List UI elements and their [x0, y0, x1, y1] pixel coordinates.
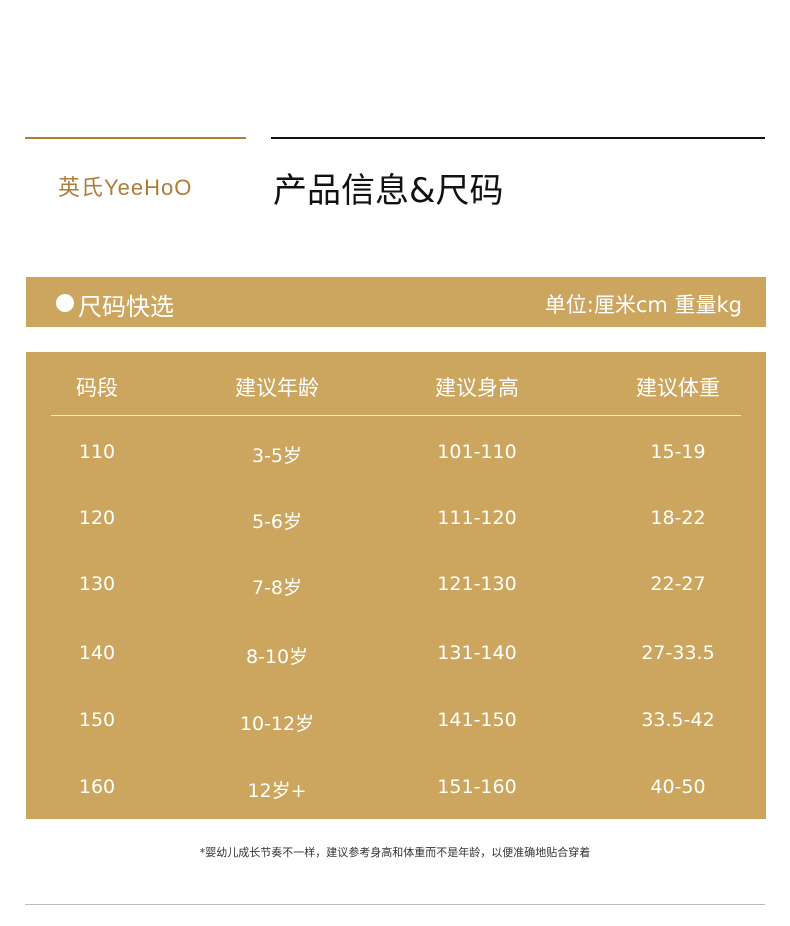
bullet-icon [56, 294, 74, 312]
column-header: 建议年龄 [235, 376, 319, 400]
column-header: 码段 [76, 376, 118, 400]
column-header: 建议体重 [636, 376, 720, 400]
table-cell: 15-19 [650, 441, 706, 463]
table-cell: 151-160 [437, 776, 517, 798]
divider-left [25, 137, 246, 139]
table-cell: 141-150 [437, 709, 517, 731]
table-cell: 110 [78, 441, 116, 463]
divider-right [271, 137, 765, 139]
brand-logo: 英氏YeeHoO [58, 175, 193, 200]
table-cell: 101-110 [437, 441, 517, 463]
footnote: *婴幼儿成长节奏不一样，建议参考身高和体重而不是年龄，以便准确地贴合穿着 [199, 846, 591, 859]
table-cell: 160 [78, 776, 116, 798]
table-cell: 121-130 [437, 573, 517, 595]
table-cell: 150 [78, 709, 116, 731]
table-cell: 27-33.5 [641, 642, 715, 664]
table-cell: 130 [78, 573, 116, 595]
size-table: 码段 建议年龄 建议身高 建议体重 110 3-5岁 101-110 15-19 120… [26, 352, 766, 819]
table-cell: 8-10岁 [245, 646, 309, 668]
section-label: 尺码快选 [78, 293, 174, 321]
header-divider [51, 415, 741, 416]
table-cell: 3-5岁 [251, 445, 303, 467]
table-cell: 12岁+ [247, 780, 307, 802]
size-quick-select-bar: 尺码快选 单位:厘米cm 重量kg [26, 277, 766, 327]
table-cell: 140 [78, 642, 116, 664]
table-cell: 131-140 [437, 642, 517, 664]
unit-label: 单位:厘米cm 重量kg [544, 293, 742, 317]
table-cell: 120 [78, 507, 116, 529]
bottom-divider [25, 904, 765, 905]
table-cell: 111-120 [437, 507, 517, 529]
table-cell: 40-50 [650, 776, 706, 798]
page-title: 产品信息&尺码 [273, 171, 504, 211]
table-cell: 5-6岁 [251, 511, 303, 533]
table-cell: 7-8岁 [251, 577, 303, 599]
table-cell: 22-27 [650, 573, 706, 595]
column-header: 建议身高 [435, 376, 519, 400]
table-cell: 18-22 [650, 507, 706, 529]
table-cell: 33.5-42 [641, 709, 715, 731]
table-cell: 10-12岁 [239, 713, 315, 735]
